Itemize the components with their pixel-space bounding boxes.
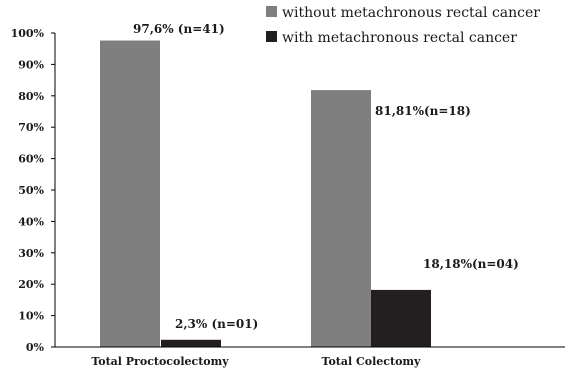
legend-swatch	[266, 31, 277, 42]
bar-data-label: 2,3% (n=01)	[175, 317, 258, 331]
y-tick-label: 100%	[11, 27, 45, 40]
x-category-label: Total Proctocolectomy	[91, 355, 229, 368]
legend: without metachronous rectal cancer with m…	[266, 5, 540, 46]
x-category-label: Total Colectomy	[322, 355, 422, 368]
y-tick-label: 60%	[18, 153, 44, 166]
bar-without-proctocolectomy	[100, 40, 160, 347]
data-labels: 97,6% (n=41) 81,81%(n=18) 2,3% (n=01) 18,18…	[133, 22, 519, 331]
bar-data-label: 97,6% (n=41)	[133, 22, 225, 36]
bar-data-label: 18,18%(n=04)	[423, 257, 519, 271]
bar-data-label: 81,81%(n=18)	[375, 104, 471, 118]
y-tick-label: 0%	[26, 341, 45, 354]
y-tick-label: 30%	[18, 247, 44, 260]
y-tick-label: 20%	[18, 278, 44, 291]
y-axis: 0% 10% 20% 30% 40% 50% 60% 70% 80% 90% 100%	[11, 27, 56, 354]
bars	[100, 40, 431, 347]
bar-with-colectomy	[371, 289, 431, 347]
legend-label: with metachronous rectal cancer	[282, 30, 517, 46]
y-tick-label: 70%	[18, 121, 44, 134]
bar-with-proctocolectomy	[161, 339, 221, 347]
y-tick-label: 40%	[18, 215, 44, 228]
y-tick-label: 10%	[18, 310, 44, 323]
legend-label: without metachronous rectal cancer	[282, 5, 540, 21]
x-axis: Total Proctocolectomy Total Colectomy	[55, 346, 565, 368]
y-tick-label: 90%	[18, 58, 44, 71]
bar-without-colectomy	[311, 90, 371, 347]
legend-swatch	[266, 6, 277, 17]
y-tick-label: 80%	[18, 90, 44, 103]
y-tick-label: 50%	[18, 184, 44, 197]
